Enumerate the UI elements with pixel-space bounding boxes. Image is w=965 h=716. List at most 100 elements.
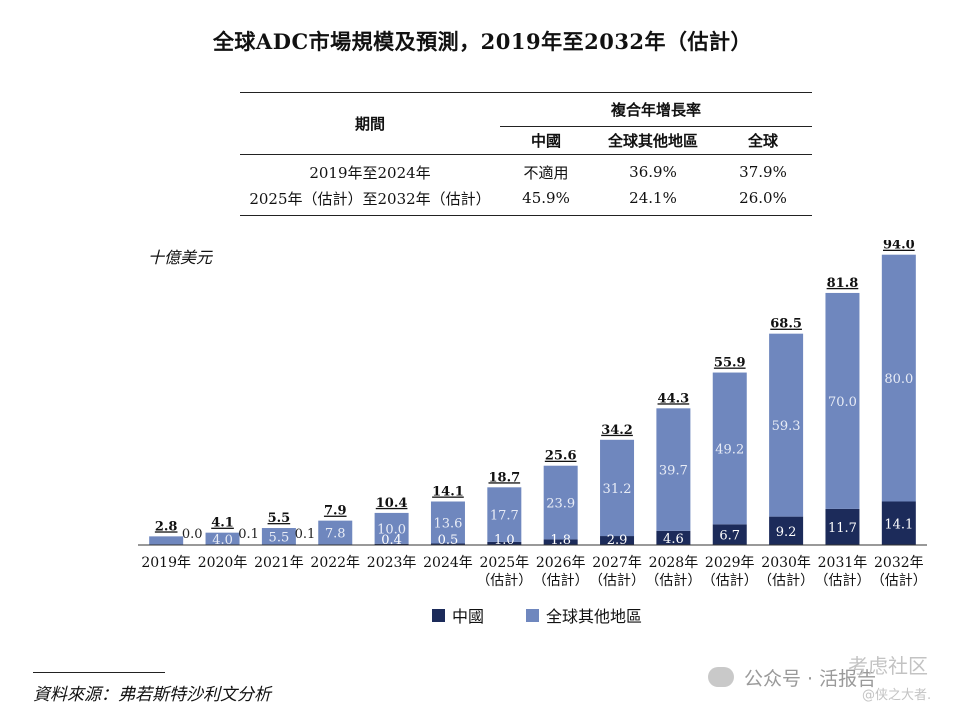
bar-segment-china xyxy=(881,501,916,545)
data-label-china: 1.0 xyxy=(494,533,515,548)
total-label: 94.0 xyxy=(883,240,915,253)
data-label-china: 0.5 xyxy=(438,533,459,548)
data-label-rest-of-world: 59.3 xyxy=(772,419,801,434)
data-label-china: 6.7 xyxy=(719,529,740,544)
data-label-rest-of-world: 70.0 xyxy=(828,395,857,410)
col-header-china: 中國 xyxy=(500,126,592,155)
x-tick-label: 2029年 xyxy=(705,555,755,571)
x-tick-label: 2024年 xyxy=(423,555,473,571)
bar-segment-china xyxy=(374,543,409,545)
total-label: 25.6 xyxy=(545,449,577,464)
total-label: 68.5 xyxy=(770,317,802,332)
data-label-rest-of-world: 17.7 xyxy=(490,509,519,524)
total-label: 55.9 xyxy=(714,356,746,371)
data-label-rest-of-world: 31.2 xyxy=(603,482,632,497)
total-label: 18.7 xyxy=(488,470,520,485)
wechat-icon xyxy=(708,667,734,687)
x-tick-label: 2023年 xyxy=(367,555,417,571)
data-label-china: 14.1 xyxy=(884,517,913,532)
bar-segment-rest-of-world xyxy=(318,520,353,545)
row-period: 2019年至2024年 xyxy=(240,154,500,185)
x-tick-label: （估計） xyxy=(702,573,758,589)
data-label-rest-of-world: 5.5 xyxy=(269,531,290,546)
cell-china: 不適用 xyxy=(500,154,592,185)
data-label-rest-of-world: 23.9 xyxy=(546,497,575,512)
legend-label-china: 中國 xyxy=(452,607,485,626)
total-label: 34.2 xyxy=(601,423,633,438)
total-label: 4.1 xyxy=(211,516,234,531)
bar-segment-china xyxy=(600,536,635,545)
x-tick-label: （估計） xyxy=(476,573,532,589)
bar-segment-china xyxy=(712,524,747,545)
table-row: 2025年（估計）至2032年（估計） 45.9% 24.1% 26.0% xyxy=(240,185,812,216)
legend-item-rest-of-world: 全球其他地區 xyxy=(526,603,642,627)
bar-segment-rest-of-world xyxy=(374,512,409,544)
cell-rest-of-world: 36.9% xyxy=(592,154,714,185)
x-tick-label: 2031年 xyxy=(818,555,868,571)
col-header-global: 全球 xyxy=(714,126,812,155)
cell-global: 26.0% xyxy=(714,185,812,216)
bar-segment-china xyxy=(487,541,522,545)
cell-rest-of-world: 24.1% xyxy=(592,185,714,216)
data-label-rest-of-world: 13.6 xyxy=(433,516,462,531)
total-label: 10.4 xyxy=(376,496,408,511)
data-label-china: 4.6 xyxy=(663,532,684,547)
total-label: 14.1 xyxy=(432,485,464,500)
bar-segment-rest-of-world xyxy=(261,528,296,545)
data-label-china: 0.1 xyxy=(295,527,316,542)
x-tick-label: 2028年 xyxy=(649,555,699,571)
bar-segment-china xyxy=(769,516,804,545)
source-divider xyxy=(33,672,165,673)
x-tick-label: 2019年 xyxy=(141,555,191,571)
watermark-account: 公众号 · 活报告 xyxy=(744,668,877,690)
data-label-china: 2.9 xyxy=(607,533,628,548)
x-tick-label: 2025年 xyxy=(480,555,530,571)
bar-segment-rest-of-world xyxy=(712,372,747,525)
bar-segment-rest-of-world xyxy=(543,465,578,540)
x-tick-label: 2022年 xyxy=(310,555,360,571)
total-label: 81.8 xyxy=(827,276,859,291)
cagr-group-header: 複合年增長率 xyxy=(500,92,812,127)
data-label-china: 0.4 xyxy=(381,533,402,548)
x-tick-label: 2021年 xyxy=(254,555,304,571)
x-tick-label: 2026年 xyxy=(536,555,586,571)
watermark-author: @侠之大者. xyxy=(862,688,932,703)
bar-segment-rest-of-world xyxy=(487,487,522,542)
bar-segment-china xyxy=(656,530,691,545)
bar-segment-china xyxy=(430,543,465,545)
data-label-rest-of-world: 80.0 xyxy=(884,372,913,387)
table-row: 2019年至2024年 不適用 36.9% 37.9% xyxy=(240,154,812,185)
x-tick-label: （估計） xyxy=(814,573,870,589)
x-tick-label: （估計） xyxy=(533,573,589,589)
cell-china: 45.9% xyxy=(500,185,592,216)
bar-segment-rest-of-world xyxy=(769,333,804,517)
bar-segment-rest-of-world xyxy=(656,408,691,531)
legend-item-china: 中國 xyxy=(432,603,484,627)
legend-swatch-rest-of-world xyxy=(526,608,540,622)
bar-segment-rest-of-world xyxy=(600,439,635,537)
stacked-bar-chart: 2.8 2019年 4.1 4.0 0.0 2020年 5.5 5.5 0.1 2021年 7.9 7… xyxy=(138,240,927,589)
period-header: 期間 xyxy=(240,92,500,155)
data-label-rest-of-world: 4.0 xyxy=(212,533,233,548)
cell-global: 37.9% xyxy=(714,154,812,185)
col-header-rest-of-world: 全球其他地區 xyxy=(592,126,714,155)
bar-segment-rest-of-world xyxy=(825,292,860,509)
x-tick-label: 2032年 xyxy=(874,555,924,571)
bar-segment-rest-of-world xyxy=(881,254,916,502)
data-label-china: 0.1 xyxy=(238,527,259,542)
x-tick-label: 2027年 xyxy=(592,555,642,571)
unit-label: 十億美元 xyxy=(148,248,213,267)
data-label-rest-of-world: 39.7 xyxy=(659,464,688,479)
source-note: 資料來源：弗若斯特沙利文分析 xyxy=(33,685,271,705)
x-tick-label: （估計） xyxy=(758,573,814,589)
bar-segment-china xyxy=(543,539,578,545)
data-label-china: 0.0 xyxy=(182,527,203,542)
bar-segment-china xyxy=(825,508,860,545)
bar-segment-rest-of-world xyxy=(205,532,240,545)
legend-label-rest-of-world: 全球其他地區 xyxy=(546,607,643,626)
watermark-community: 考虑社区 xyxy=(848,654,928,678)
legend-swatch-china xyxy=(432,608,445,622)
data-label-rest-of-world: 10.0 xyxy=(377,522,406,537)
bar-segment-rest-of-world xyxy=(430,501,465,544)
data-label-rest-of-world: 7.8 xyxy=(325,527,346,542)
